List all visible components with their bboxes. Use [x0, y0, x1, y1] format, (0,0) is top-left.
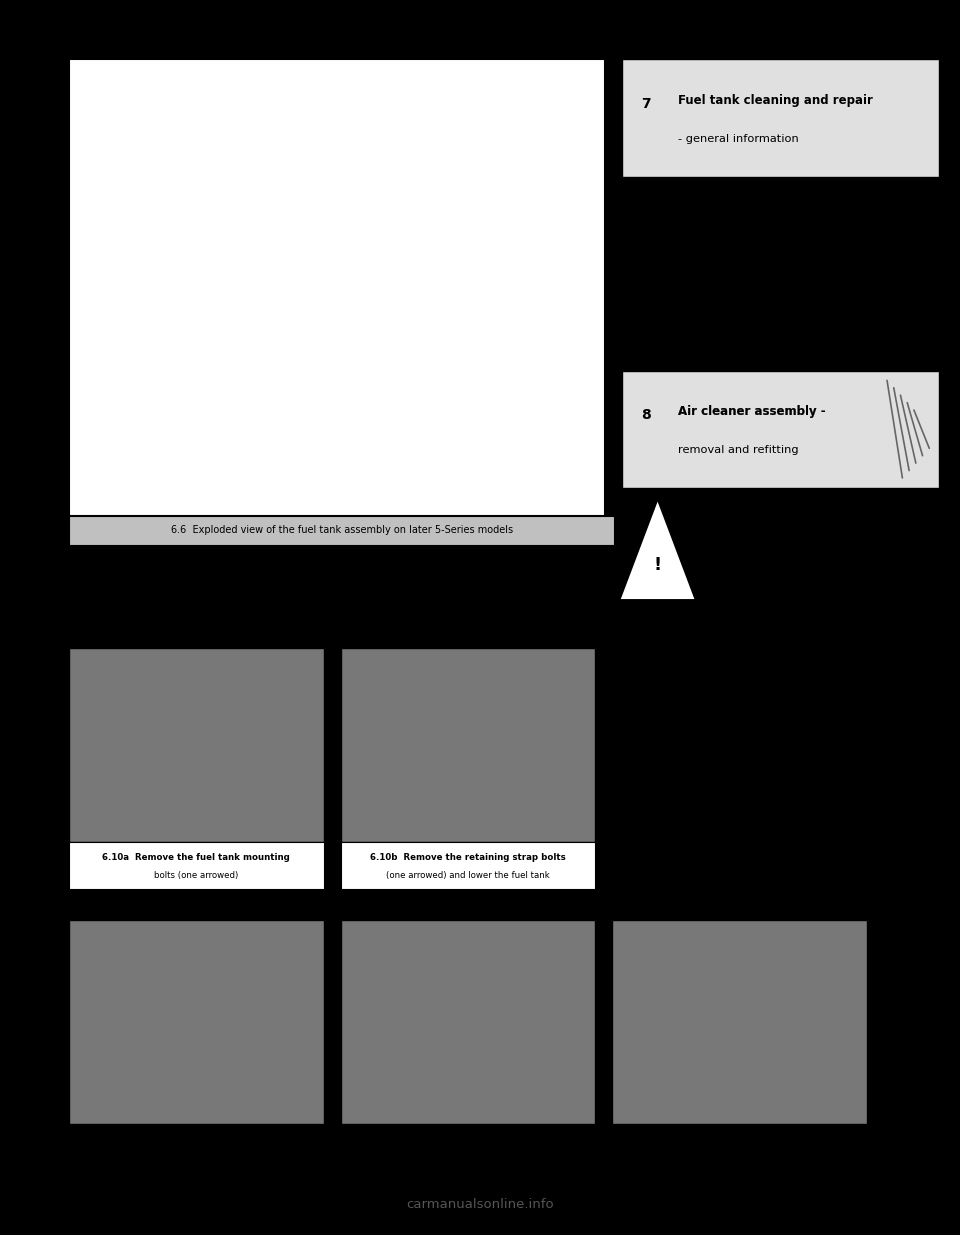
FancyBboxPatch shape	[69, 842, 324, 889]
FancyBboxPatch shape	[69, 920, 324, 1124]
FancyBboxPatch shape	[69, 648, 324, 842]
FancyBboxPatch shape	[622, 59, 939, 177]
FancyBboxPatch shape	[622, 370, 939, 488]
Text: carmanualsonline.info: carmanualsonline.info	[406, 1198, 554, 1210]
FancyBboxPatch shape	[69, 516, 614, 545]
FancyBboxPatch shape	[341, 648, 595, 842]
Text: 6.6  Exploded view of the fuel tank assembly on later 5-Series models: 6.6 Exploded view of the fuel tank assem…	[171, 525, 513, 536]
Text: Air cleaner assembly -: Air cleaner assembly -	[678, 405, 826, 419]
Text: 6.10b  Remove the retaining strap bolts: 6.10b Remove the retaining strap bolts	[371, 852, 565, 862]
Text: - general information: - general information	[678, 135, 799, 144]
Text: Fuel tank cleaning and repair: Fuel tank cleaning and repair	[678, 94, 873, 107]
FancyBboxPatch shape	[341, 920, 595, 1124]
FancyBboxPatch shape	[69, 59, 605, 516]
FancyBboxPatch shape	[612, 920, 867, 1124]
Text: Air cleaner assembly: Air cleaner assembly	[678, 405, 816, 419]
Text: bolts (one arrowed): bolts (one arrowed)	[155, 871, 238, 881]
Text: 7: 7	[641, 96, 651, 111]
Text: (one arrowed) and lower the fuel tank: (one arrowed) and lower the fuel tank	[386, 871, 550, 881]
Text: !: !	[654, 556, 661, 574]
Polygon shape	[619, 498, 696, 600]
Text: Air cleaner assembly: Air cleaner assembly	[678, 405, 816, 419]
FancyBboxPatch shape	[341, 842, 595, 889]
Text: 8: 8	[641, 408, 651, 422]
Text: 6.10a  Remove the fuel tank mounting: 6.10a Remove the fuel tank mounting	[103, 852, 290, 862]
Text: removal and refitting: removal and refitting	[678, 446, 799, 456]
